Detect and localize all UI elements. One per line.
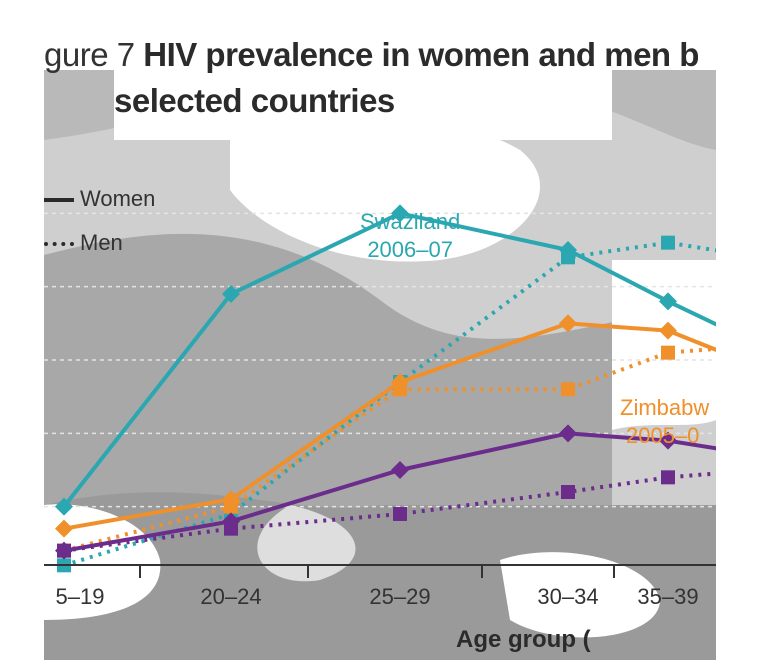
series-label-zimbabwe: Zimbabw 2005–0 (620, 394, 709, 450)
x-tick-label-3: 25–29 (369, 584, 431, 609)
point-swaziland-women-3 (391, 204, 409, 223)
swaziland-label-line2: 2006–07 (367, 237, 453, 262)
legend-label-women: Women (80, 186, 156, 211)
series-label-swaziland: Swaziland 2006–07 (360, 208, 460, 264)
point-other-women-1 (55, 541, 73, 560)
x-tick-label-4: 30–34 (537, 584, 599, 609)
point-other-men-3 (393, 507, 407, 521)
point-other-women-3 (391, 461, 409, 479)
point-zimbabwe-men-4 (561, 382, 575, 397)
series-line-zimbabwe-women (63, 321, 760, 531)
point-zimbabwe-women-4 (559, 314, 577, 333)
swaziland-label-line1: Swaziland (360, 209, 461, 234)
chart-title: gure 7 HIV prevalence in women and men b (44, 36, 699, 74)
point-swaziland-women-1 (55, 497, 73, 516)
x-tick-label-2: 20–24 (200, 584, 262, 609)
series-line-swaziland-men (63, 240, 760, 568)
x-axis (44, 564, 716, 578)
point-zimbabwe-women-3 (391, 373, 409, 391)
legend-dotted-swatch (44, 242, 74, 246)
x-tick-label-1: 5–19 (55, 584, 105, 609)
point-zimbabwe-women-1 (55, 519, 73, 538)
point-other-women-2 (222, 512, 240, 531)
zimbabwe-label-line1: Zimbabw (620, 395, 710, 420)
title-lead: gure 7 (44, 36, 135, 73)
point-swaziland-women-5 (659, 292, 677, 311)
point-other-men-4 (561, 485, 575, 499)
series-layer (55, 204, 760, 573)
series-line-other-men (63, 468, 760, 553)
legend-label-men: Men (80, 230, 123, 255)
frame-right (716, 0, 760, 660)
point-other-men-5 (661, 470, 675, 485)
point-other-women-4 (559, 424, 577, 443)
zimbabwe-label-line2: 2005–0 (626, 423, 700, 448)
point-swaziland-women-4 (559, 241, 577, 259)
point-zimbabwe-men-5 (661, 345, 675, 360)
legend-solid-swatch (44, 198, 74, 202)
chart-title-line2: selected countries (114, 82, 395, 119)
point-other-women-5 (659, 431, 677, 450)
point-swaziland-men-5 (661, 235, 675, 250)
x-axis-title: Age group ( (456, 626, 591, 653)
frame-left (0, 0, 44, 660)
title-main: HIV prevalence in women and men b (143, 36, 699, 73)
series-line-zimbabwe-men (63, 343, 760, 553)
gridlines (44, 212, 716, 508)
x-tick-label-5: 35–39 (637, 584, 699, 609)
series-line-swaziland-women (62, 211, 760, 508)
point-zimbabwe-women-5 (659, 321, 677, 340)
point-swaziland-women-2 (222, 285, 240, 303)
point-zimbabwe-women-2 (222, 490, 240, 509)
series-line-other-women (63, 431, 760, 553)
